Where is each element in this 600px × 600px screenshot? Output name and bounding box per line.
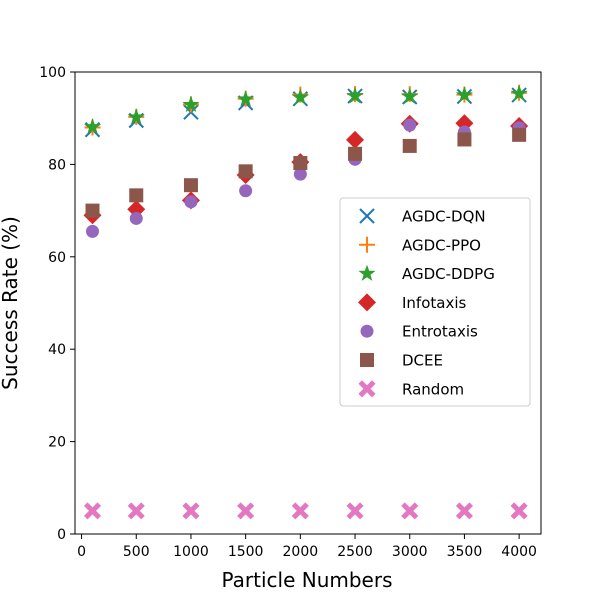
x-tick-label: 2000 — [283, 544, 319, 560]
legend-label: AGDC-DDPG — [402, 265, 495, 283]
legend-marker — [358, 264, 376, 281]
data-point — [346, 130, 365, 149]
series-dcee — [85, 127, 527, 218]
data-point — [293, 167, 307, 181]
x-axis-title: Particle Numbers — [221, 568, 392, 592]
data-point — [403, 118, 417, 132]
legend-label: Entrotaxis — [402, 323, 478, 341]
legend-label: AGDC-DQN — [402, 208, 486, 226]
data-point — [291, 502, 309, 520]
y-tick-label: 40 — [48, 342, 66, 358]
legend-label: Random — [402, 380, 464, 398]
legend-label: DCEE — [402, 352, 443, 370]
data-point — [129, 211, 143, 225]
data-point — [127, 200, 146, 219]
data-point — [293, 156, 308, 171]
data-point — [182, 502, 200, 520]
legend-label: Infotaxis — [402, 294, 467, 312]
data-point — [401, 502, 419, 520]
legend-item: DCEE — [360, 352, 443, 370]
legend-box — [339, 197, 531, 407]
legend: AGDC-DQN AGDC-PPO AGDC-DDPG Infotaxis Entrot… — [339, 197, 531, 407]
data-point — [83, 117, 102, 135]
legend-marker — [359, 236, 375, 253]
data-point — [402, 138, 417, 153]
data-points — [83, 84, 529, 520]
legend-marker — [359, 208, 375, 224]
data-point — [238, 164, 253, 179]
y-axis: 0 20 40 60 80 100 — [39, 65, 75, 543]
data-point — [129, 188, 144, 203]
legend-item: Entrotaxis — [360, 323, 478, 341]
data-point — [182, 95, 200, 113]
legend-marker — [360, 353, 374, 367]
legend-marker — [358, 293, 376, 312]
data-point — [86, 224, 100, 238]
data-point — [237, 90, 255, 107]
data-point — [510, 502, 528, 520]
x-tick-label: 4000 — [501, 544, 537, 560]
legend-marker — [358, 380, 376, 398]
data-point — [127, 502, 145, 520]
x-tick-label: 3000 — [392, 544, 428, 560]
legend-item: AGDC-DDPG — [358, 264, 495, 283]
data-point — [455, 86, 473, 103]
legend-marker — [360, 324, 374, 338]
y-axis-title: Success Rate (%) — [0, 216, 22, 390]
data-point — [510, 84, 528, 101]
x-tick-label: 3500 — [447, 544, 483, 560]
y-tick-label: 100 — [39, 65, 66, 81]
data-point — [401, 87, 419, 104]
legend-item: AGDC-DQN — [359, 208, 486, 226]
x-tick-label: 500 — [123, 544, 150, 560]
data-point — [455, 502, 473, 520]
data-point — [127, 108, 145, 125]
y-tick-label: 20 — [48, 435, 66, 451]
data-point — [83, 502, 102, 520]
legend-item: Random — [358, 380, 464, 398]
y-tick-label: 60 — [48, 250, 66, 266]
data-point — [183, 178, 198, 193]
series-agdc-ddpg — [83, 84, 528, 135]
data-point — [457, 132, 472, 147]
legend-item: AGDC-PPO — [359, 236, 481, 254]
data-point — [346, 502, 364, 520]
data-point — [346, 87, 364, 104]
data-point — [348, 146, 363, 161]
x-tick-label: 1500 — [228, 544, 264, 560]
x-tick-label: 1000 — [173, 544, 209, 560]
y-tick-label: 0 — [57, 527, 66, 543]
data-point — [512, 127, 527, 142]
data-point — [239, 184, 253, 198]
y-tick-label: 80 — [48, 157, 66, 173]
data-point — [291, 88, 309, 105]
legend-item: Infotaxis — [358, 293, 467, 312]
x-tick-label: 0 — [77, 544, 86, 560]
plot-area-frame — [74, 71, 542, 535]
legend-label: AGDC-PPO — [402, 236, 481, 254]
data-point — [85, 203, 100, 218]
x-axis: 0 500 1000 1500 2000 2500 3000 3500 4000 — [77, 534, 537, 560]
data-point — [237, 502, 255, 520]
data-point — [184, 195, 198, 209]
series-random — [83, 502, 528, 520]
x-tick-label: 2500 — [337, 544, 373, 560]
